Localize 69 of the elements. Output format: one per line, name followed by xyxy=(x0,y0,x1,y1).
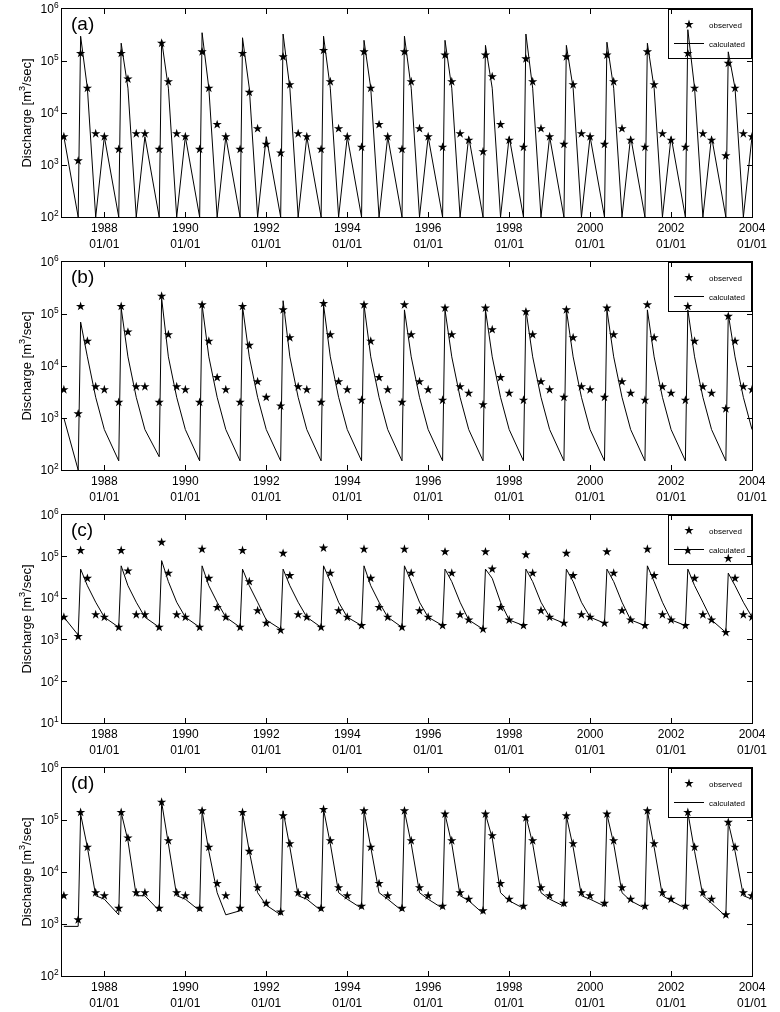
y-tick-label: 10$^{3}$ xyxy=(40,156,59,173)
x-tick-label: 1992 01/01 xyxy=(251,474,282,504)
annotation: (d) xyxy=(71,772,95,793)
y-tick-label: 10$^{5}$ xyxy=(40,305,59,322)
x-tick-label: 2004 01/01 xyxy=(736,221,768,251)
x-tick-label: 1990 01/01 xyxy=(170,474,201,504)
x-tick-label: 2004 01/01 xyxy=(736,727,768,757)
x-tick-label: 1994 01/01 xyxy=(332,727,363,757)
legend-label: calculated xyxy=(709,39,746,49)
x-tick-label: 2002 01/01 xyxy=(656,474,687,504)
x-tick-label: 1988 01/01 xyxy=(89,221,120,251)
x-tick-label: 1990 01/01 xyxy=(170,980,201,1010)
x-tick-label: 1998 01/01 xyxy=(494,221,525,251)
legend-label: calculated xyxy=(709,545,746,555)
x-tick-label: 1988 01/01 xyxy=(89,980,120,1010)
x-tick-label: 2000 01/01 xyxy=(575,221,606,251)
x-tick-label: 1992 01/01 xyxy=(251,980,282,1010)
x-tick-label: 1990 01/01 xyxy=(170,727,201,757)
legend-label: calculated xyxy=(709,292,746,302)
x-tick-label: 1990 01/01 xyxy=(170,221,201,251)
x-tick-label: 1988 01/01 xyxy=(89,474,120,504)
x-tick-label: 2002 01/01 xyxy=(656,727,687,757)
y-tick-label: 10$^{6}$ xyxy=(40,759,59,776)
x-tick-label: 1994 01/01 xyxy=(332,474,363,504)
y-tick-label: 10$^{2}$ xyxy=(40,967,59,984)
x-tick-label: 1996 01/01 xyxy=(413,727,444,757)
legend-label: observed xyxy=(709,526,742,536)
x-tick-label: 1994 01/01 xyxy=(332,980,363,1010)
x-tick-label: 1998 01/01 xyxy=(494,980,525,1010)
x-tick-label: 2002 01/01 xyxy=(656,980,687,1010)
x-tick-label: 2000 01/01 xyxy=(575,474,606,504)
y-tick-label: 10$^{6}$ xyxy=(40,253,59,270)
x-tick-label: 1998 01/01 xyxy=(494,474,525,504)
y-tick-label: 10$^{4}$ xyxy=(40,104,59,121)
annotation: (c) xyxy=(71,519,94,540)
x-tick-label: 2004 01/01 xyxy=(736,474,768,504)
y-tick-label: 10$^{5}$ xyxy=(40,547,59,564)
y-tick-label: 10$^{6}$ xyxy=(40,506,59,523)
legend-label: calculated xyxy=(709,798,746,808)
x-tick-label: 1988 01/01 xyxy=(89,727,120,757)
legend-label: observed xyxy=(709,20,742,30)
annotation: (a) xyxy=(71,13,95,34)
x-tick-label: 1996 01/01 xyxy=(413,221,444,251)
x-tick-label: 2002 01/01 xyxy=(656,221,687,251)
x-tick-label: 1994 01/01 xyxy=(332,221,363,251)
x-tick-label: 1998 01/01 xyxy=(494,727,525,757)
legend-label: observed xyxy=(709,273,742,283)
legend-label: observed xyxy=(709,779,742,789)
y-tick-label: 10$^{1}$ xyxy=(40,714,59,731)
y-tick-label: 10$^{3}$ xyxy=(40,630,59,647)
y-tick-label: 10$^{2}$ xyxy=(40,208,59,225)
y-tick-label: 10$^{2}$ xyxy=(40,461,59,478)
x-tick-label: 1992 01/01 xyxy=(251,727,282,757)
y-tick-label: 10$^{4}$ xyxy=(40,863,59,880)
x-tick-label: 2000 01/01 xyxy=(575,727,606,757)
y-tick-label: 10$^{6}$ xyxy=(40,0,59,17)
x-tick-label: 1996 01/01 xyxy=(413,980,444,1010)
y-tick-label: 10$^{4}$ xyxy=(40,589,59,606)
annotation: (b) xyxy=(71,266,95,287)
x-tick-label: 2004 01/01 xyxy=(736,980,768,1010)
y-tick-label: 10$^{3}$ xyxy=(40,915,59,932)
x-tick-label: 2000 01/01 xyxy=(575,980,606,1010)
x-tick-label: 1992 01/01 xyxy=(251,221,282,251)
y-tick-label: 10$^{3}$ xyxy=(40,409,59,426)
y-tick-label: 10$^{5}$ xyxy=(40,52,59,69)
y-tick-label: 10$^{2}$ xyxy=(40,672,59,689)
y-tick-label: 10$^{4}$ xyxy=(40,357,59,374)
x-tick-label: 1996 01/01 xyxy=(413,474,444,504)
y-tick-label: 10$^{5}$ xyxy=(40,811,59,828)
